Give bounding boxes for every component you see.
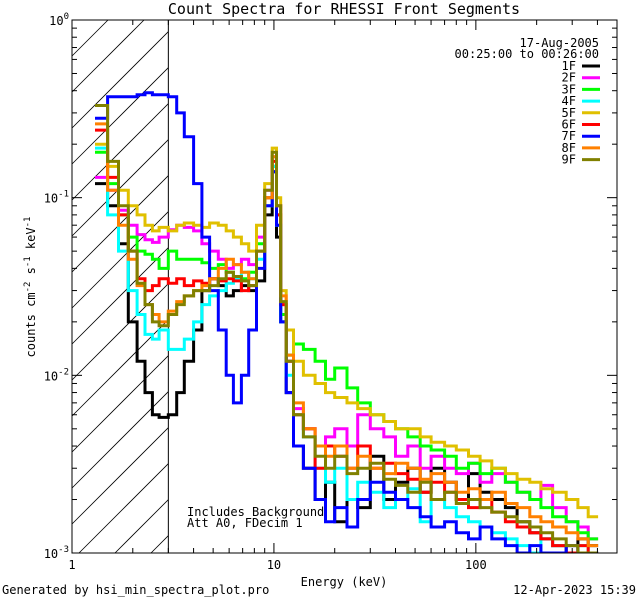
legend-label-7F: 7F	[562, 129, 576, 143]
legend-label-9F: 9F	[562, 153, 576, 167]
y-tick-label: 10-2	[44, 367, 69, 383]
x-tick-label: 100	[465, 558, 487, 572]
legend-label-1F: 1F	[562, 59, 576, 73]
background-note: Includes Background	[187, 505, 324, 519]
legend-label-2F: 2F	[562, 71, 576, 85]
legend-label-6F: 6F	[562, 118, 576, 132]
footer-timestamp: 12-Apr-2023 15:39	[513, 583, 636, 597]
x-axis-label: Energy (keV)	[301, 575, 388, 589]
x-tick-label: 10	[267, 558, 281, 572]
y-tick-label: 100	[49, 12, 69, 28]
time-range-annotation: 00:25:00 to 00:26:00	[455, 47, 600, 61]
x-tick-label: 1	[68, 558, 75, 572]
date-annotation: 17-Aug-2005	[520, 36, 599, 50]
y-axis-label: counts cm-2 s-1 keV-1	[23, 217, 38, 358]
series-group	[95, 91, 599, 553]
plot-frame	[71, 19, 618, 554]
footer-generated-by: Generated by hsi_min_spectra_plot.pro	[2, 583, 269, 597]
hatched-region	[71, 19, 169, 554]
y-tick-label: 10-3	[44, 545, 69, 561]
axes: 1 10 100 10-3 10-2 10-1 100	[44, 12, 618, 572]
hatch-lines	[71, 19, 169, 554]
series-9F	[95, 104, 599, 553]
chart-title: Count Spectra for RHESSI Front Segments	[168, 0, 520, 18]
series-7F	[95, 91, 599, 553]
legend-label-5F: 5F	[562, 106, 576, 120]
legend-label-3F: 3F	[562, 82, 576, 96]
attenuator-note: Att A0, FDecim 1	[187, 516, 303, 530]
legend-label-4F: 4F	[562, 94, 576, 108]
legend-label-8F: 8F	[562, 141, 576, 155]
y-tick-label: 10-1	[44, 190, 69, 206]
